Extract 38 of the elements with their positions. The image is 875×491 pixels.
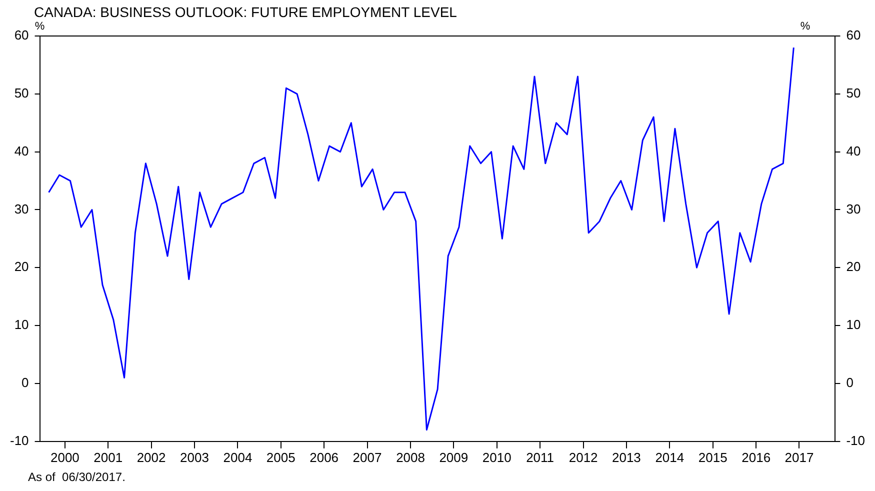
x-tick-label: 2005 (266, 450, 296, 465)
x-tick-label: 2006 (310, 450, 339, 465)
x-tick-label: 2016 (742, 450, 771, 465)
y-tick-label: 20 (14, 259, 29, 274)
y-tick-label: 30 (14, 201, 29, 216)
x-tick-label: 2003 (180, 450, 209, 465)
x-tick-label: 2002 (136, 450, 166, 465)
x-tick-label: 2004 (223, 450, 252, 465)
x-tick-label: 2017 (784, 450, 814, 465)
y-axis-title: % (34, 20, 45, 33)
x-tick-label: 2015 (698, 450, 728, 465)
text: As of 06/30/2017. (28, 470, 126, 484)
y2-tick-label: 20 (846, 259, 861, 274)
y2-tick-label: 30 (846, 201, 861, 216)
x-tick-label: 2014 (655, 450, 684, 465)
y-tick-label: 0 (22, 375, 29, 390)
y2-tick-label: 0 (846, 375, 854, 390)
y-tick-label: 10 (14, 317, 29, 332)
x-tick-label: 2001 (94, 450, 123, 465)
x-tick-label: 2012 (568, 450, 598, 465)
y-tick-label: -10 (10, 432, 29, 448)
x-tick-label: 2010 (482, 450, 512, 465)
y2-tick-label: 40 (846, 143, 861, 158)
x-tick-label: 2013 (612, 450, 641, 465)
y-tick-label: 40 (14, 143, 29, 158)
chart-title: CANADA: BUSINESS OUTLOOK: FUTURE EMPLOYMENT LEVEL (34, 4, 457, 20)
y-tick-label: 60 (14, 28, 29, 43)
y2-tick-label: 60 (846, 28, 861, 43)
y-tick-label: 50 (14, 85, 29, 100)
y2-tick-label: 50 (846, 85, 861, 100)
x-tick-label: 2009 (439, 450, 468, 465)
y2-axis-title: % (800, 20, 810, 33)
y2-tick-label: 10 (846, 317, 861, 332)
x-tick-label: 2000 (50, 450, 80, 465)
y2-tick-label: -10 (846, 432, 866, 448)
x-tick-label: 2007 (352, 450, 382, 465)
x-tick-label: 2011 (526, 450, 554, 465)
x-tick-label: 2008 (396, 450, 425, 465)
